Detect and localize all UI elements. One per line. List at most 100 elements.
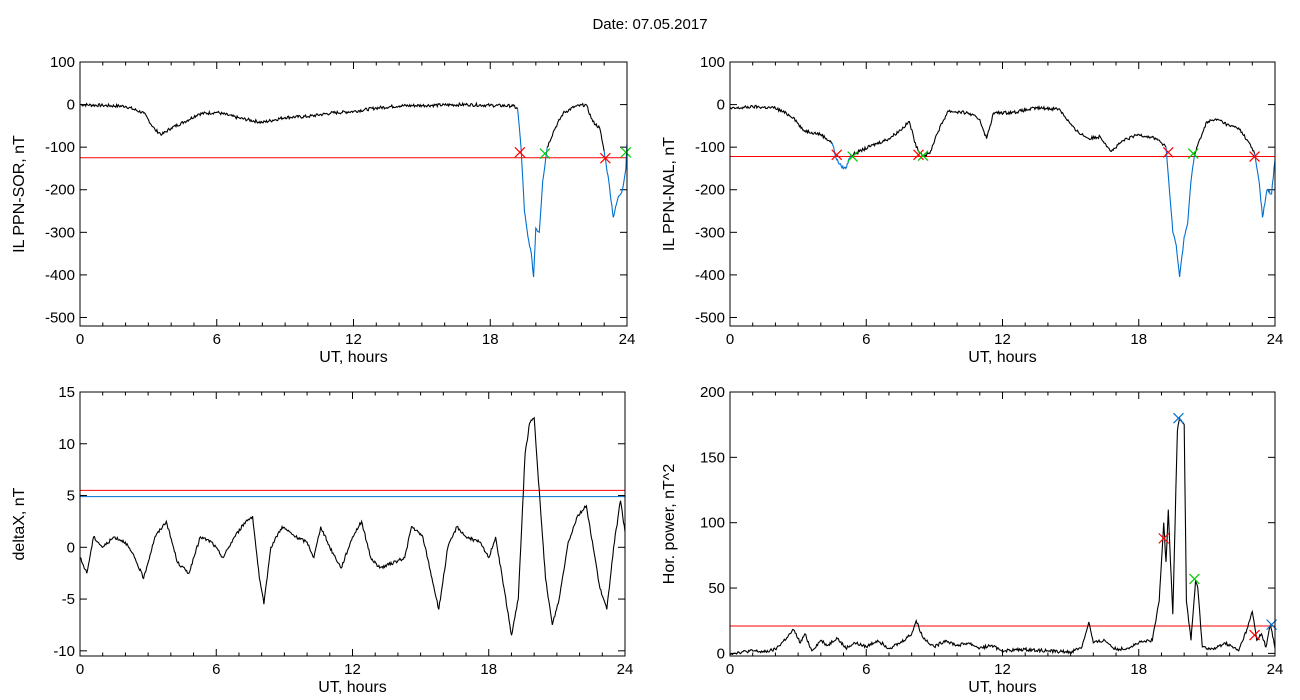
- event-marker-stroke: [1188, 573, 1200, 585]
- y-tick-label: 5: [67, 488, 75, 505]
- event-marker: [1187, 148, 1199, 159]
- event-marker-stroke: [1158, 532, 1170, 544]
- event-marker: [539, 148, 551, 159]
- plot-area: [730, 104, 1275, 278]
- x-tick-label: 12: [994, 331, 1011, 348]
- event-marker: [1173, 412, 1184, 424]
- event-marker: [620, 146, 632, 158]
- x-axis-title: UT, hours: [968, 349, 1036, 366]
- y-tick-label: 0: [67, 539, 75, 556]
- event-marker: [847, 151, 859, 162]
- event-marker-stroke: [539, 148, 551, 159]
- y-tick-label: -500: [45, 309, 75, 326]
- y-axis-title: Hor. power, nT^2: [661, 464, 678, 585]
- y-tick-label: 50: [708, 580, 725, 597]
- plot-frame: [729, 61, 1276, 327]
- y-tick-label: 100: [700, 54, 725, 71]
- y-tick-label: 100: [50, 54, 75, 71]
- y-tick-label: -100: [695, 139, 725, 156]
- series-line-0: [730, 104, 833, 144]
- event-marker: [599, 152, 611, 164]
- chart-ppn-nal: 0 6 12 18 24 100 0 -100 -200 -300 -400 -500 UT, hour…: [661, 54, 1283, 366]
- plot-area: [80, 101, 627, 278]
- series-line-5: [1254, 153, 1275, 218]
- plot-frame: [79, 61, 628, 327]
- x-tick-label: 0: [76, 661, 84, 678]
- y-tick-label: 15: [58, 384, 75, 401]
- event-marker-stroke: [599, 152, 611, 164]
- event-marker-stroke: [1162, 146, 1174, 158]
- event-marker-stroke: [1249, 151, 1260, 162]
- x-tick-label: 12: [344, 661, 361, 678]
- series-line-3: [1165, 147, 1195, 278]
- x-tick-label: 18: [1130, 331, 1147, 348]
- y-tick-label: 0: [717, 645, 725, 662]
- y-tick-label: -400: [695, 267, 725, 284]
- y-tick-label: -500: [695, 309, 725, 326]
- event-marker-stroke: [620, 146, 632, 158]
- chart-deltax: 0 6 12 18 24 15 10 5 0 -5 -10 UT, hours deltaX, nT: [11, 384, 633, 696]
- plot-area: [730, 416, 1275, 656]
- y-tick-label: -10: [53, 643, 75, 660]
- y-tick-label: -200: [695, 182, 725, 199]
- x-axis-title: UT, hours: [318, 679, 386, 696]
- series-line-2: [850, 104, 1167, 158]
- event-marker: [831, 149, 843, 161]
- x-tick-label: 6: [212, 661, 220, 678]
- x-tick-label: 6: [862, 331, 870, 348]
- event-marker: [1249, 629, 1260, 641]
- y-tick-label: -300: [45, 224, 75, 241]
- x-tick-label: 0: [726, 331, 734, 348]
- x-tick-label: 18: [1130, 661, 1147, 678]
- event-marker: [1188, 573, 1200, 585]
- event-marker-stroke: [514, 146, 526, 158]
- chart-hor-power: 0 6 12 18 24 200 150 100 50 0 UT, hours Hor. power,…: [661, 384, 1283, 696]
- y-axis-title: IL PPN-NAL, nT: [661, 137, 678, 251]
- x-tick-label: 24: [1267, 331, 1284, 348]
- event-marker-stroke: [917, 150, 929, 162]
- page-title: Date: 07.05.2017: [592, 16, 708, 33]
- series-line-0: [80, 101, 519, 137]
- series-line-4: [1193, 118, 1256, 156]
- series-line-0: [80, 416, 625, 636]
- x-tick-label: 18: [480, 661, 497, 678]
- y-tick-label: 0: [67, 97, 75, 114]
- event-marker: [514, 146, 526, 158]
- event-marker: [1162, 146, 1174, 158]
- series-line-2: [546, 102, 605, 152]
- x-tick-label: 6: [213, 331, 221, 348]
- plot-frame: [729, 391, 1276, 657]
- x-axis-title: UT, hours: [968, 679, 1036, 696]
- chart-ppn-sor: 0 6 12 18 24 100 0 -100 -200 -300 -400 -500 UT, hour…: [11, 54, 635, 366]
- event-marker-stroke: [1187, 148, 1199, 159]
- x-tick-label: 6: [862, 661, 870, 678]
- x-tick-label: 12: [994, 661, 1011, 678]
- event-marker-stroke: [847, 151, 859, 162]
- series-line-1: [831, 142, 851, 170]
- series-line-0: [730, 416, 1275, 656]
- y-tick-label: 150: [700, 449, 725, 466]
- event-marker: [1249, 151, 1260, 162]
- event-marker: [917, 150, 929, 162]
- y-tick-label: 0: [717, 97, 725, 114]
- event-marker-stroke: [1249, 629, 1260, 641]
- y-tick-label: 200: [700, 384, 725, 401]
- x-tick-label: 12: [345, 331, 362, 348]
- y-tick-label: -100: [45, 139, 75, 156]
- event-marker-stroke: [913, 149, 924, 161]
- x-tick-label: 24: [619, 331, 636, 348]
- y-tick-label: 100: [700, 515, 725, 532]
- x-tick-label: 0: [726, 661, 734, 678]
- x-tick-label: 24: [1267, 661, 1284, 678]
- plot-area: [80, 416, 625, 636]
- event-marker-stroke: [1173, 412, 1184, 424]
- plot-frame: [79, 391, 626, 657]
- series-line-1: [517, 108, 548, 278]
- event-marker: [913, 149, 924, 161]
- event-marker: [1158, 532, 1170, 544]
- series-line-3: [603, 142, 627, 218]
- x-tick-label: 0: [76, 331, 84, 348]
- y-tick-label: -5: [62, 591, 75, 608]
- y-tick-label: 10: [58, 436, 75, 453]
